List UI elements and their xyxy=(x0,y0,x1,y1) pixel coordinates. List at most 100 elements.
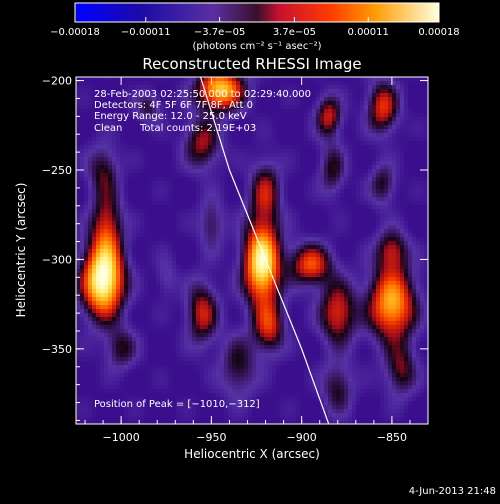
heatmap-cell xyxy=(316,261,321,266)
heatmap-cell xyxy=(136,197,141,202)
heatmap-cell xyxy=(232,77,237,82)
heatmap-cell xyxy=(312,117,317,122)
heatmap-cell xyxy=(368,113,373,118)
heatmap-cell xyxy=(204,185,209,190)
heatmap-cell xyxy=(180,233,185,238)
heatmap-cell xyxy=(416,205,421,210)
heatmap-cell xyxy=(76,181,81,186)
heatmap-cell xyxy=(128,209,133,214)
heatmap-cell xyxy=(280,281,285,286)
heatmap-cell xyxy=(192,237,197,242)
heatmap-cell xyxy=(368,201,373,206)
heatmap-cell xyxy=(356,93,361,98)
heatmap-cell xyxy=(264,241,269,246)
heatmap-cell xyxy=(88,97,93,102)
heatmap-cell xyxy=(252,221,257,226)
heatmap-cell xyxy=(348,145,353,150)
heatmap-cell xyxy=(412,277,417,282)
heatmap-cell xyxy=(364,293,369,298)
heatmap-cell xyxy=(296,213,301,218)
heatmap-cell xyxy=(392,109,397,114)
heatmap-cell xyxy=(116,213,121,218)
heatmap-cell xyxy=(412,173,417,178)
heatmap-cell xyxy=(152,181,157,186)
heatmap-cell xyxy=(152,173,157,178)
heatmap-cell xyxy=(120,209,125,214)
heatmap-cell xyxy=(88,221,93,226)
heatmap-cell xyxy=(184,145,189,150)
heatmap-cell xyxy=(324,193,329,198)
heatmap-cell xyxy=(396,197,401,202)
heatmap-cell xyxy=(236,297,241,302)
heatmap-cell xyxy=(108,237,113,242)
heatmap-cell xyxy=(324,213,329,218)
heatmap-cell xyxy=(344,101,349,106)
heatmap-cell xyxy=(252,217,257,222)
heatmap-cell xyxy=(156,277,161,282)
heatmap-cell xyxy=(264,109,269,114)
heatmap-cell xyxy=(84,153,89,158)
heatmap-cell xyxy=(124,81,129,86)
heatmap-cell xyxy=(236,301,241,306)
heatmap-cell xyxy=(164,209,169,214)
heatmap-cell xyxy=(252,177,257,182)
heatmap-cell xyxy=(348,285,353,290)
heatmap-cell xyxy=(228,269,233,274)
heatmap-cell xyxy=(100,213,105,218)
heatmap-cell xyxy=(264,225,269,230)
heatmap-cell xyxy=(384,109,389,114)
heatmap-cell xyxy=(92,153,97,158)
heatmap-cell xyxy=(188,253,193,258)
heatmap-cell xyxy=(376,105,381,110)
heatmap-cell xyxy=(408,81,413,86)
heatmap-cell xyxy=(212,169,217,174)
heatmap-cell xyxy=(248,197,253,202)
heatmap-cell xyxy=(180,257,185,262)
heatmap-cell xyxy=(84,173,89,178)
heatmap-cell xyxy=(332,209,337,214)
heatmap-cell xyxy=(228,181,233,186)
heatmap-cell xyxy=(408,229,413,234)
heatmap-cell xyxy=(368,165,373,170)
heatmap-cell xyxy=(216,141,221,146)
heatmap-cell xyxy=(96,261,101,266)
heatmap-cell xyxy=(116,281,121,286)
heatmap-cell xyxy=(224,189,229,194)
heatmap-cell xyxy=(228,221,233,226)
heatmap-cell xyxy=(292,225,297,230)
heatmap-cell xyxy=(272,297,277,302)
heatmap-cell xyxy=(84,189,89,194)
heatmap-cell xyxy=(112,153,117,158)
heatmap-cell xyxy=(84,221,89,226)
heatmap-cell xyxy=(228,277,233,282)
heatmap-cell xyxy=(376,125,381,130)
heatmap-cell xyxy=(400,249,405,254)
heatmap-cell xyxy=(84,261,89,266)
heatmap-cell xyxy=(300,237,305,242)
heatmap-cell xyxy=(268,257,273,262)
heatmap-cell xyxy=(248,265,253,270)
heatmap-cell xyxy=(420,213,425,218)
heatmap-cell xyxy=(404,185,409,190)
heatmap-cell xyxy=(248,229,253,234)
heatmap-cell xyxy=(324,117,329,122)
colorbar-tick-label: 3.7e−05 xyxy=(273,27,316,38)
heatmap-cell xyxy=(388,173,393,178)
heatmap-cell xyxy=(396,121,401,126)
heatmap-cell xyxy=(112,245,117,250)
heatmap-cell xyxy=(180,169,185,174)
heatmap-cell xyxy=(288,261,293,266)
heatmap-cell xyxy=(76,89,81,94)
heatmap-cell xyxy=(124,241,129,246)
heatmap-cell xyxy=(216,213,221,218)
heatmap-cell xyxy=(360,221,365,226)
heatmap-cell xyxy=(368,101,373,106)
heatmap-cell xyxy=(328,225,333,230)
heatmap-cell xyxy=(120,177,125,182)
heatmap-cell xyxy=(316,125,321,130)
heatmap-cell xyxy=(376,229,381,234)
heatmap-cell xyxy=(360,165,365,170)
heatmap-cell xyxy=(328,93,333,98)
heatmap-cell xyxy=(80,189,85,194)
heatmap-cell xyxy=(92,225,97,230)
